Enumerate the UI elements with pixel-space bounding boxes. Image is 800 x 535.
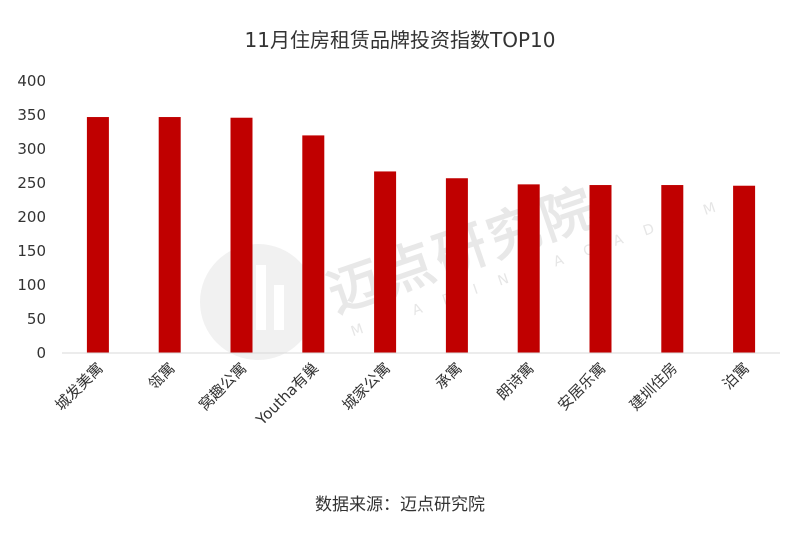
- bar: [589, 185, 612, 353]
- bar: [86, 117, 109, 353]
- y-tick-label: 300: [17, 140, 46, 158]
- bar: [374, 171, 397, 353]
- y-tick-label: 250: [17, 174, 46, 192]
- y-tick-label: 100: [17, 276, 46, 294]
- x-tick-label: 泊寓: [719, 359, 753, 393]
- bar: [158, 117, 181, 353]
- watermark-logo-icon: [200, 244, 316, 360]
- x-axis-labels: 城发美寓 瓴寓 窝趣公寓 Youtha有巢 城家公寓 承寓 朗诗寓 安居乐寓 建圳住房 泊寓: [52, 359, 753, 429]
- chart-title: 11月住房租赁品牌投资指数TOP10: [245, 28, 556, 52]
- source-note: 数据来源：迈点研究院: [315, 495, 485, 515]
- y-tick-label: 350: [17, 106, 46, 124]
- y-axis: 0 50 100 150 200 250 300 350 400: [17, 72, 46, 362]
- bar: [302, 135, 325, 353]
- bar: [733, 185, 756, 353]
- bar: [661, 185, 684, 353]
- y-tick-label: 400: [17, 72, 46, 90]
- x-tick-label: 承寓: [432, 359, 466, 393]
- y-tick-label: 50: [27, 310, 46, 328]
- x-tick-label: 城家公寓: [339, 359, 394, 414]
- x-tick-label: 建圳住房: [626, 359, 681, 414]
- bars: [86, 117, 756, 353]
- bar: [517, 184, 540, 353]
- y-tick-label: 150: [17, 242, 46, 260]
- x-tick-label: 安居乐寓: [554, 359, 609, 414]
- y-tick-label: 0: [36, 344, 46, 362]
- x-tick-label: 瓴寓: [145, 359, 179, 393]
- x-tick-label: 朗诗寓: [493, 359, 538, 404]
- y-tick-label: 200: [17, 208, 46, 226]
- bar: [445, 178, 468, 353]
- bar: [230, 117, 253, 353]
- x-tick-label: 城发美寓: [52, 359, 107, 414]
- x-tick-label: 窝趣公寓: [195, 359, 250, 414]
- x-tick-label: Youtha有巢: [252, 359, 322, 429]
